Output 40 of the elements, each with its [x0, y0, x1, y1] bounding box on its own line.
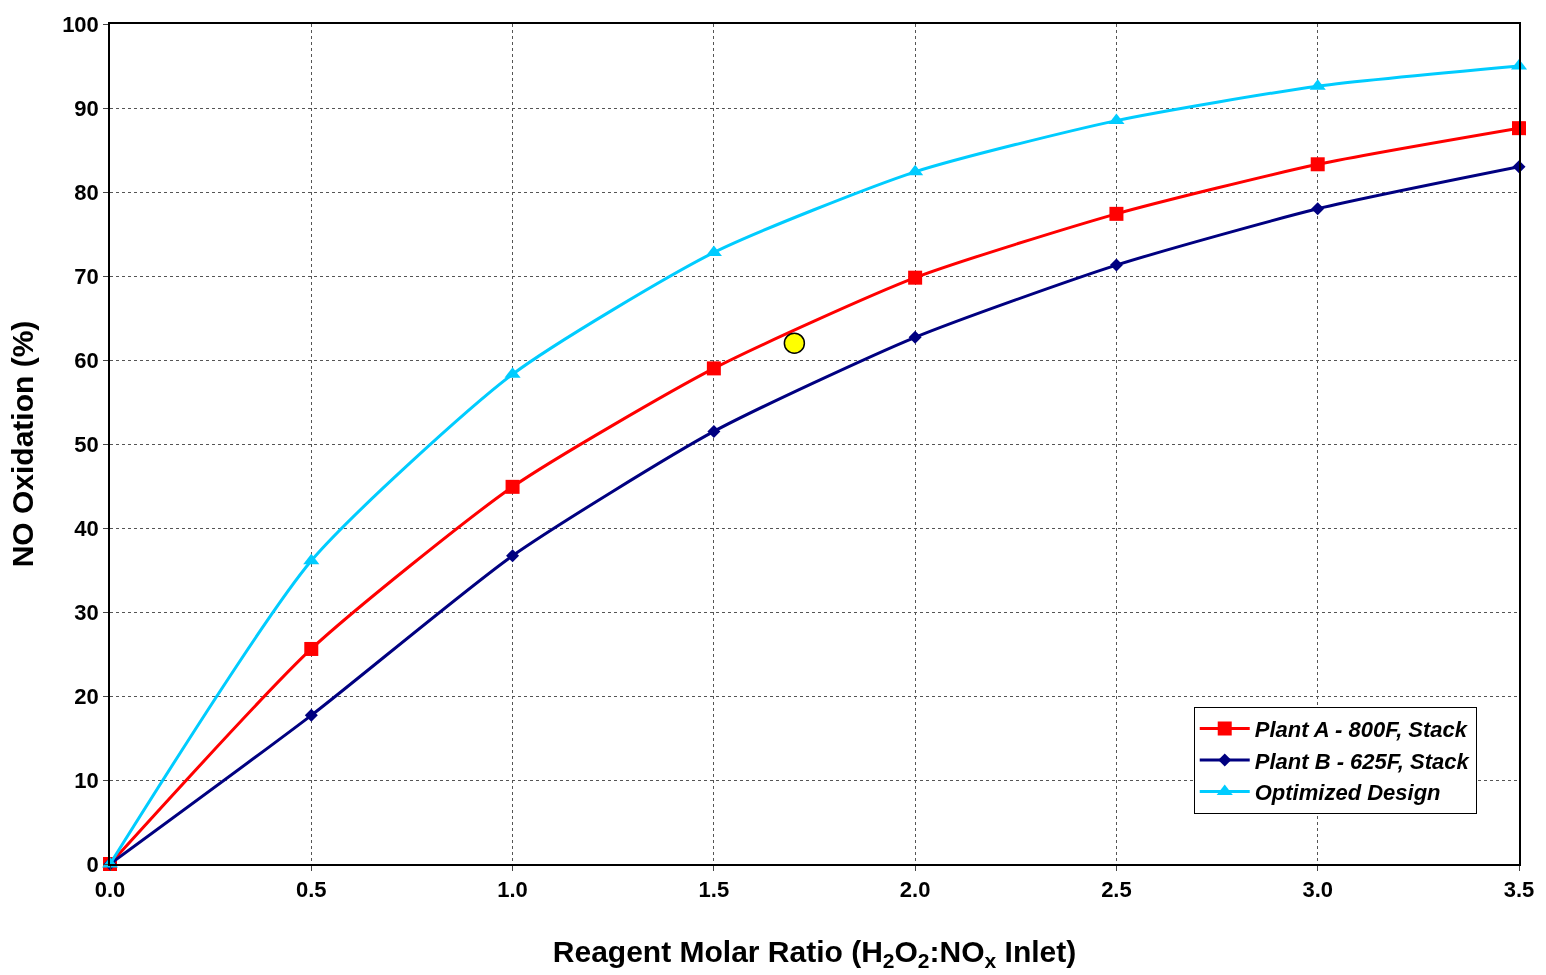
y-tick-label: 30	[74, 599, 99, 625]
x-tick-label: 2.0	[899, 877, 931, 903]
x-axis-title: Reagent Molar Ratio (H$_{2}$O$_{2}$:NO$_{x}$ Inlet)	[552, 935, 1077, 973]
y-tick-label: 10	[74, 767, 99, 793]
point	[303, 553, 320, 565]
point	[1311, 202, 1325, 216]
point	[1310, 157, 1325, 172]
point	[1109, 258, 1123, 272]
y-tick-label: 60	[74, 347, 99, 373]
legend-label: Plant A - 800F, Stack	[1254, 716, 1469, 742]
point	[907, 164, 924, 176]
point	[908, 270, 923, 285]
y-tick-label: 0	[86, 851, 99, 877]
x-tick-label: 1.5	[698, 877, 730, 903]
x-tick-label: 2.5	[1101, 877, 1132, 903]
y-tick-label: 100	[62, 11, 99, 37]
y-tick-label: 90	[74, 95, 99, 121]
y-tick-label: 40	[74, 515, 99, 541]
x-tick-label: 1.0	[497, 877, 528, 903]
x-tick-label: 0.5	[295, 877, 327, 903]
y-tick-label: 20	[74, 683, 99, 709]
point	[783, 332, 806, 354]
point	[304, 708, 318, 722]
y-axis-title: NO Oxidation (%)	[5, 320, 39, 568]
point	[706, 361, 721, 376]
y-tick-label: 70	[74, 263, 99, 289]
x-tick-label: 3.5	[1503, 877, 1535, 903]
point	[506, 549, 520, 563]
x-tick-label: 3.0	[1302, 877, 1334, 903]
legend-label: Plant B - 625F, Stack	[1254, 748, 1471, 774]
y-tick-label: 50	[74, 431, 99, 457]
point	[707, 424, 721, 438]
point	[505, 479, 520, 494]
point	[908, 330, 922, 344]
point	[304, 641, 319, 656]
y-tick-label: 80	[74, 179, 99, 205]
point	[1109, 206, 1124, 221]
x-tick-label: 0.0	[94, 877, 126, 903]
point	[1108, 113, 1125, 125]
legend-label: Optimized Design	[1254, 780, 1441, 806]
